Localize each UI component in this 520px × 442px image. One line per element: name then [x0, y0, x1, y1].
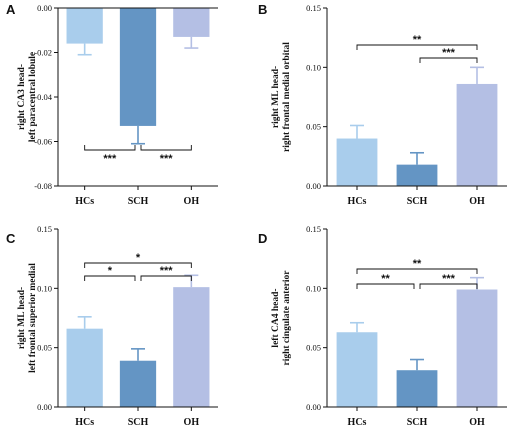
sig-bracket-d-2: [419, 283, 478, 289]
sig-label-c-2: ***: [160, 265, 174, 277]
x-tick-label-c-1: SCH: [128, 417, 149, 428]
y-tick-label-a-3: -0.06: [34, 137, 52, 147]
y-tick-label-a-4: -0.08: [34, 181, 52, 191]
x-tick-label-b-2: OH: [469, 196, 485, 207]
y-axis-label-a: left paracentral lobule: [28, 52, 38, 142]
bar-a-0: [66, 8, 103, 44]
panel-letter-b: B: [258, 2, 267, 17]
sig-bracket-c-1: [84, 275, 136, 281]
x-tick-label-a-0: HCs: [75, 196, 94, 207]
sig-label-c-0: *: [136, 252, 141, 264]
x-tick-label-b-0: HCs: [348, 196, 367, 207]
sig-label-b-0: **: [413, 34, 422, 46]
panel-letter-a: A: [6, 2, 16, 17]
bar-c-0: [66, 328, 103, 407]
sig-label-a-1: ***: [160, 153, 174, 165]
bar-a-1: [119, 8, 157, 126]
y-tick-label-d-2: 0.10: [306, 283, 321, 293]
y-tick-label-b-1: 0.05: [306, 122, 321, 132]
y-axis-label-d: right cingulate anterior: [282, 270, 292, 366]
x-tick-label-d-2: OH: [469, 417, 485, 428]
sig-bracket-a-1: [140, 145, 192, 151]
y-tick-label-c-2: 0.10: [37, 283, 52, 293]
sig-label-a-0: ***: [103, 153, 117, 165]
y-tick-label-a-1: -0.02: [34, 48, 52, 58]
y-axis-label-b: right ML head-: [271, 66, 281, 128]
bar-b-0: [336, 138, 378, 186]
y-axis-label-c: right ML head-: [17, 287, 27, 349]
bar-b-1: [396, 164, 438, 186]
y-axis-label-a: right CA3 head-: [17, 64, 27, 130]
sig-label-b-1: ***: [442, 47, 456, 59]
y-tick-label-b-0: 0.00: [306, 181, 321, 191]
panel-letter-d: D: [258, 231, 267, 246]
y-tick-label-d-3: 0.15: [306, 224, 321, 234]
x-tick-label-a-1: SCH: [128, 196, 149, 207]
sig-bracket-b-1: [419, 57, 478, 63]
y-tick-label-d-0: 0.00: [306, 402, 321, 412]
x-tick-label-b-1: SCH: [407, 196, 428, 207]
y-tick-label-a-0: 0.00: [37, 3, 52, 13]
x-tick-label-a-2: OH: [184, 196, 200, 207]
y-tick-label-a-2: -0.04: [34, 92, 52, 102]
bar-c-2: [173, 287, 210, 407]
x-tick-label-d-0: HCs: [348, 417, 367, 428]
sig-label-d-0: **: [413, 258, 422, 270]
sig-label-d-2: ***: [442, 273, 456, 285]
y-tick-label-c-3: 0.15: [37, 224, 52, 234]
panel-letter-c: C: [6, 231, 16, 246]
sig-bracket-a-0: [84, 145, 136, 151]
sig-bracket-c-0: [84, 262, 192, 268]
y-axis-label-c: left frontal superior medial: [28, 263, 38, 373]
sig-label-c-1: *: [108, 265, 113, 277]
sig-bracket-d-0: [356, 268, 478, 274]
y-axis-label-d: left CA4 head-: [271, 288, 281, 347]
x-tick-label-c-2: OH: [184, 417, 200, 428]
y-tick-label-b-2: 0.10: [306, 62, 321, 72]
x-tick-label-c-0: HCs: [75, 417, 94, 428]
y-tick-label-d-1: 0.05: [306, 343, 321, 353]
y-tick-label-c-0: 0.00: [37, 402, 52, 412]
bar-b-2: [456, 83, 498, 186]
bar-d-1: [396, 370, 438, 407]
sig-bracket-b-0: [356, 44, 478, 50]
sig-bracket-d-1: [356, 283, 415, 289]
y-tick-label-b-3: 0.15: [306, 3, 321, 13]
bar-a-2: [173, 8, 210, 37]
sig-label-d-1: **: [381, 273, 390, 285]
y-tick-label-c-1: 0.05: [37, 343, 52, 353]
bar-c-1: [119, 360, 157, 407]
x-tick-label-d-1: SCH: [407, 417, 428, 428]
bar-d-2: [456, 289, 498, 407]
sig-bracket-c-2: [140, 275, 192, 281]
bar-d-0: [336, 332, 378, 407]
y-axis-label-b: right frontal medial orbital: [282, 42, 292, 152]
